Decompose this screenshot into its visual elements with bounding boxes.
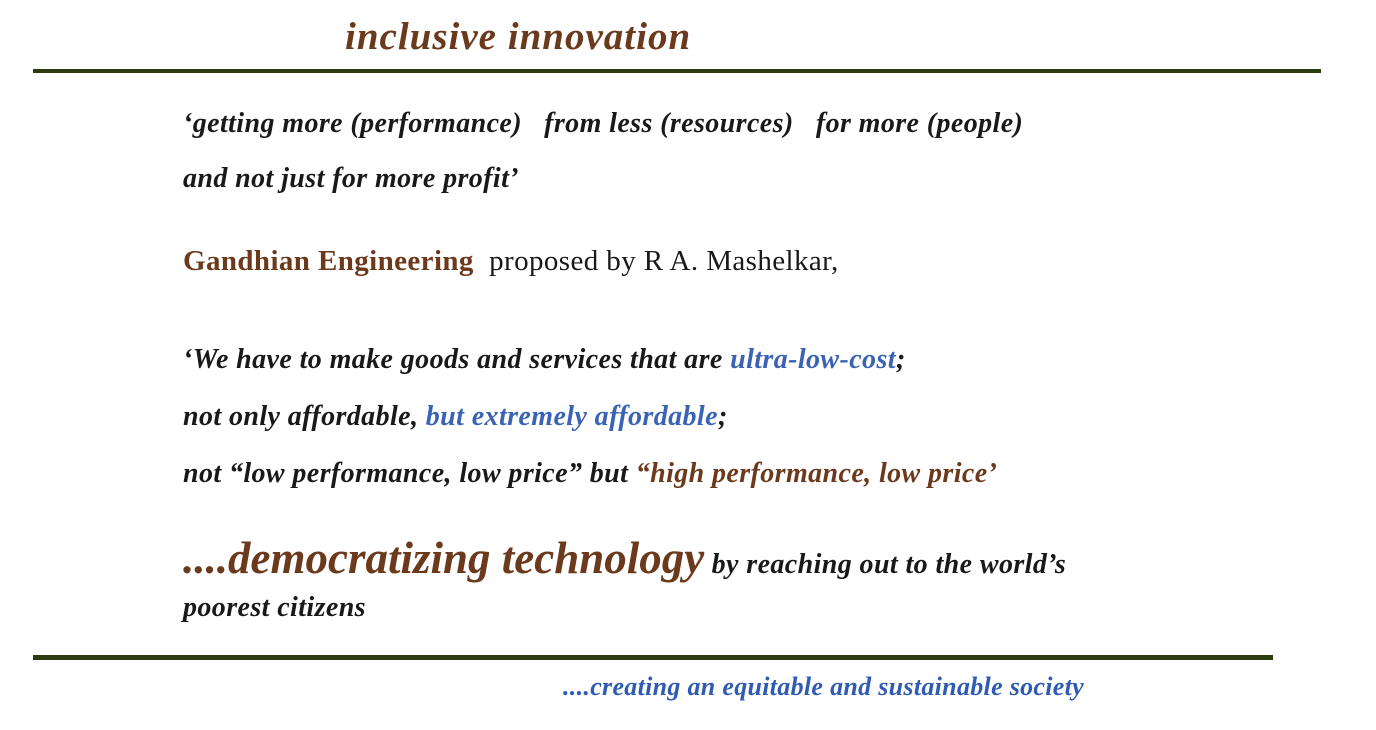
- high-performance-accent: “high performance, low price’: [635, 458, 998, 489]
- quote-getting-more: ‘getting more (performance) from less (r…: [183, 108, 1024, 139]
- quote-not-just-profit: and not just for more profit’: [183, 163, 519, 194]
- democratizing-technology-big-text: ....democratizing technology: [183, 533, 705, 583]
- reaching-out-text: by reaching out to the world’s: [704, 549, 1067, 580]
- quote-we-have-text: ‘We have to make goods and services that…: [183, 344, 731, 375]
- poorest-citizens-line: poorest citizens: [183, 592, 366, 623]
- quote-not-only-text: not only affordable,: [183, 401, 426, 432]
- democratizing-technology-line: ....democratizing technology by reaching…: [183, 536, 1066, 581]
- gandhian-attribution: proposed by R A. Mashelkar,: [473, 245, 839, 277]
- ultra-low-cost-accent: ultra-low-cost: [730, 344, 896, 375]
- top-divider: [33, 69, 1321, 73]
- quote-ultra-low-cost-line: ‘We have to make goods and services that…: [183, 344, 906, 376]
- page-title: inclusive innovation: [345, 15, 692, 58]
- quote-low-performance-text: not “low performance, low price” but: [183, 458, 636, 489]
- extremely-affordable-accent: but extremely affordable: [425, 401, 718, 432]
- quote-line1-tail: ;: [895, 344, 906, 375]
- gandhian-engineering-term: Gandhian Engineering: [183, 245, 474, 277]
- quote-performance-price-line: not “low performance, low price” but “hi…: [183, 458, 997, 490]
- quote-line2-tail: ;: [717, 401, 728, 432]
- gandhian-engineering-line: Gandhian Engineering proposed by R A. Ma…: [183, 245, 839, 278]
- quote-affordable-line: not only affordable, but extremely affor…: [183, 401, 728, 433]
- footer-tagline: ....creating an equitable and sustainabl…: [563, 672, 1084, 701]
- bottom-divider: [33, 655, 1273, 660]
